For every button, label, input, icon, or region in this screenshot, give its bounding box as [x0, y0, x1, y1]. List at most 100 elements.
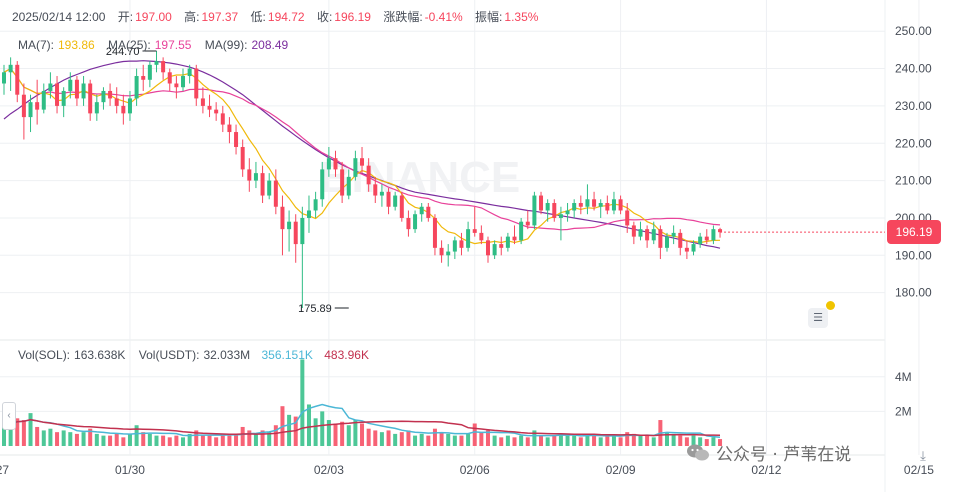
time-tick-label: 01/30 [115, 463, 145, 477]
candle-body [134, 76, 139, 99]
note-icon[interactable]: ☰ [808, 308, 828, 328]
candle-body [386, 191, 391, 207]
candle-body [227, 124, 232, 133]
price-tick-label: 250.00 [895, 24, 932, 38]
candle-body [665, 236, 669, 248]
candle-body [194, 68, 199, 99]
candle-body [114, 98, 119, 106]
volume-bar [585, 433, 590, 446]
change-value: -0.41% [424, 10, 463, 24]
candle-body [81, 83, 86, 99]
watermark-text: 公众号 · 芦苇在说 [716, 445, 852, 465]
volume-bar [499, 437, 504, 446]
candle-body [200, 98, 205, 106]
volume-bar [346, 425, 351, 446]
volume-bars [2, 359, 723, 446]
candle-body [313, 199, 318, 211]
ma99-value: 208.49 [251, 38, 289, 52]
chat-logo-icon [687, 444, 709, 461]
candle-body [300, 217, 305, 245]
candle-body [260, 173, 265, 196]
candles [2, 51, 723, 309]
candle-body [605, 203, 610, 211]
notification-dot-icon [826, 301, 835, 310]
candle-body [253, 173, 258, 181]
volume-bar [638, 435, 643, 446]
candle-body [127, 98, 132, 114]
volume-bar [41, 430, 46, 446]
volume-bar [21, 420, 26, 446]
volume-bar [220, 435, 225, 446]
volume-bar [340, 421, 345, 446]
candle-body [121, 105, 126, 114]
vol-ma2-value: 483.96K [324, 348, 369, 362]
reset-scale-icon[interactable]: ⤓ [920, 448, 926, 463]
volume-bar [611, 435, 616, 446]
candle-body [280, 206, 285, 230]
volume-bar [439, 432, 444, 446]
candle-body [651, 229, 656, 241]
volume-bar [320, 411, 325, 446]
candle-body [61, 90, 66, 106]
candle-body [8, 64, 13, 73]
volume-bar [174, 435, 179, 446]
candle-body [187, 68, 192, 77]
close-label: 收: [316, 10, 333, 24]
candle-body [68, 79, 73, 91]
volume-bar [539, 435, 544, 446]
amplitude-value: 1.35% [504, 10, 539, 24]
volume-bar [558, 433, 563, 446]
volume-bar [333, 423, 338, 446]
ma-legend: MA(7): 193.86 MA(25): 197.55 MA(99): 208.49 [18, 38, 292, 52]
candle-body [373, 184, 378, 196]
time-tick-label: 02/09 [606, 463, 636, 477]
volume-bar [55, 432, 60, 446]
volume-bar [300, 359, 305, 446]
volume-bar [194, 430, 199, 446]
collapse-panel-icon[interactable]: ‹ [2, 402, 16, 430]
candle-body [505, 236, 510, 248]
volume-tick-label: 4M [895, 370, 912, 384]
price-tick-label: 230.00 [895, 99, 932, 113]
volume-bar [366, 428, 371, 446]
candle-body [572, 203, 577, 211]
volume-bar [200, 435, 205, 446]
volume-bar [698, 437, 703, 446]
volume-bar [671, 433, 676, 446]
volume-bar [525, 437, 530, 446]
ma7-value: 193.86 [58, 38, 95, 52]
volume-bar [645, 435, 650, 446]
candle-body [147, 64, 152, 80]
volume-ma1-line [3, 403, 721, 439]
volume-bar [28, 413, 33, 446]
annotation-label: 175.89 [298, 303, 332, 315]
candle-body [267, 180, 272, 196]
candle-body [539, 195, 544, 211]
candle-body [88, 83, 93, 114]
ma99-line [3, 60, 721, 249]
price-annotations: 244.70 175.89 [106, 46, 885, 315]
candle-body [512, 236, 517, 241]
candle-body [598, 203, 603, 207]
volume-bar [313, 418, 318, 446]
volume-bar [35, 426, 40, 446]
candle-body [532, 195, 537, 226]
volume-bar [161, 435, 166, 446]
grid-lines [0, 0, 920, 492]
candle-body [340, 169, 345, 196]
volume-bar [605, 435, 610, 446]
candle-body [585, 199, 590, 207]
candle-body [15, 64, 20, 95]
volume-bar [214, 437, 219, 446]
open-value: 197.00 [135, 10, 172, 24]
candle-body [293, 221, 298, 245]
volume-bar [452, 435, 457, 446]
price-tick-label: 180.00 [895, 286, 932, 300]
volume-bar [684, 437, 689, 446]
candle-body [74, 79, 79, 99]
volume-bar [413, 435, 418, 446]
volume-bar [15, 418, 20, 446]
candle-body [592, 199, 597, 207]
